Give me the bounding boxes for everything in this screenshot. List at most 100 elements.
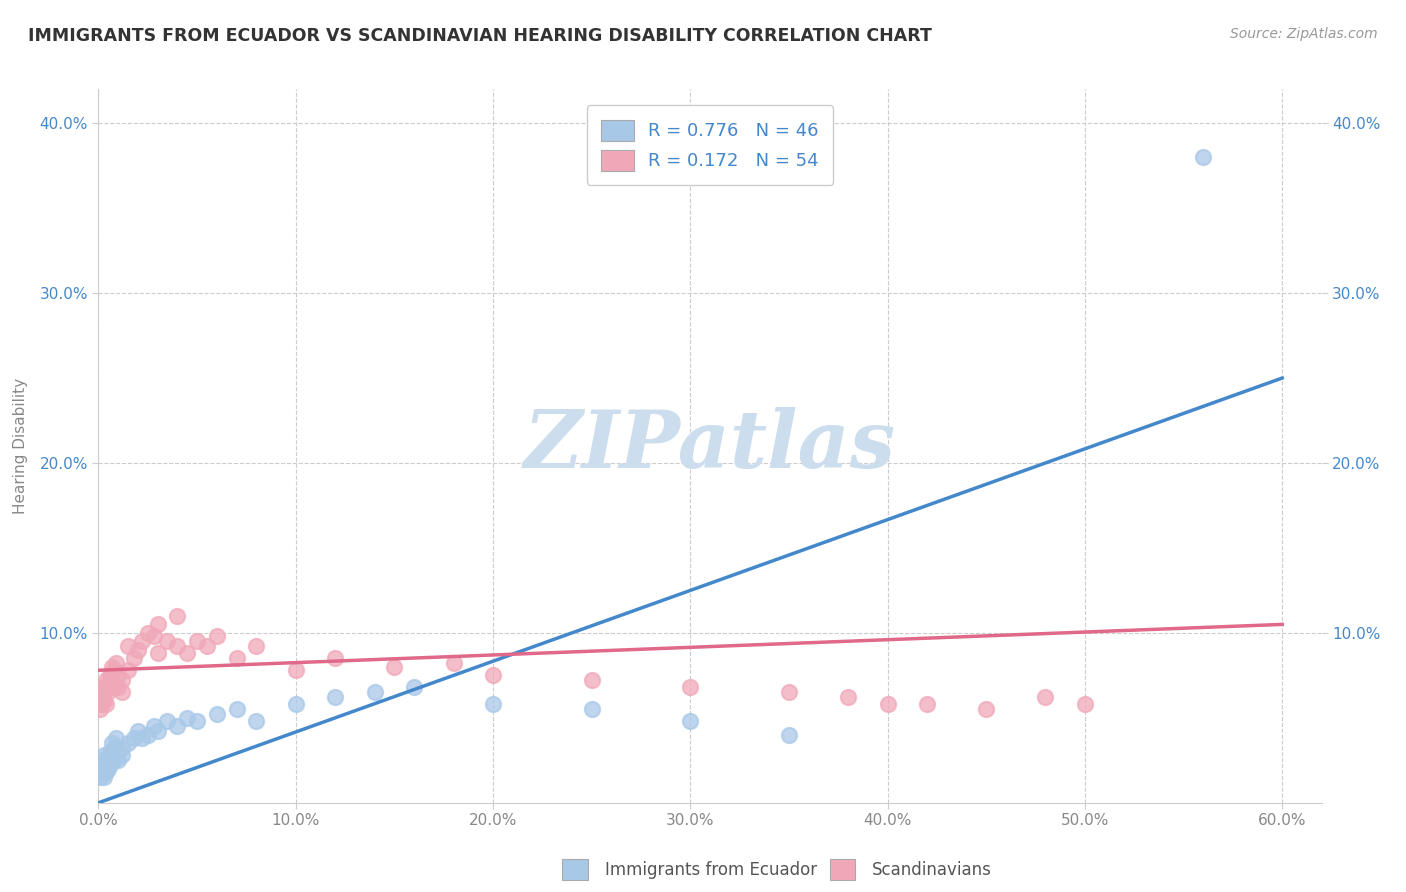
Point	[581, 702, 603, 716]
Point	[581, 673, 603, 688]
Point	[96, 758, 118, 772]
Point	[96, 698, 118, 712]
Point	[225, 651, 247, 665]
Point	[1074, 698, 1097, 712]
Point	[117, 736, 139, 750]
Point	[107, 753, 129, 767]
Point	[284, 663, 307, 677]
Point	[103, 753, 125, 767]
Point	[93, 748, 115, 763]
Point	[111, 741, 134, 756]
Point	[443, 657, 465, 671]
Point	[205, 629, 228, 643]
Point	[117, 663, 139, 677]
Point	[107, 745, 129, 759]
Point	[482, 668, 505, 682]
Point	[91, 765, 114, 780]
Point	[89, 770, 111, 784]
Y-axis label: Hearing Disability: Hearing Disability	[14, 378, 28, 514]
Point	[105, 657, 128, 671]
Point	[915, 698, 938, 712]
Point	[107, 668, 129, 682]
Point	[974, 702, 997, 716]
Point	[98, 668, 121, 682]
Point	[166, 640, 188, 654]
Point	[105, 731, 128, 746]
Point	[97, 762, 120, 776]
Point	[284, 698, 307, 712]
Point	[131, 731, 153, 746]
Point	[93, 770, 115, 784]
Point	[146, 724, 169, 739]
Point	[91, 698, 114, 712]
Point	[98, 745, 121, 759]
Point	[89, 702, 111, 716]
Point	[837, 690, 859, 705]
Point	[876, 698, 898, 712]
Point	[93, 685, 115, 699]
Point	[176, 646, 198, 660]
Point	[142, 629, 165, 643]
Point	[323, 651, 346, 665]
Point	[1035, 690, 1057, 705]
Point	[111, 685, 134, 699]
Point	[195, 640, 218, 654]
Point	[103, 741, 125, 756]
Point	[96, 765, 118, 780]
Point	[679, 680, 702, 694]
Point	[205, 707, 228, 722]
Point	[245, 640, 267, 654]
Point	[89, 698, 111, 712]
Point	[101, 673, 124, 688]
Point	[96, 673, 118, 688]
Point	[404, 680, 426, 694]
Point	[156, 634, 179, 648]
Point	[127, 724, 149, 739]
Point	[93, 680, 115, 694]
Point	[91, 690, 114, 705]
Point	[122, 731, 145, 746]
Point	[363, 685, 385, 699]
Legend: R = 0.776   N = 46, R = 0.172   N = 54: R = 0.776 N = 46, R = 0.172 N = 54	[586, 105, 834, 185]
Text: Scandinavians: Scandinavians	[872, 861, 991, 879]
Point	[101, 736, 124, 750]
Point	[122, 651, 145, 665]
Point	[89, 762, 111, 776]
Point	[101, 748, 124, 763]
Point	[146, 646, 169, 660]
Point	[156, 714, 179, 729]
Point	[136, 728, 159, 742]
Point	[93, 694, 115, 708]
Point	[127, 643, 149, 657]
Point	[1192, 150, 1215, 164]
Point	[186, 714, 208, 729]
Point	[97, 677, 120, 691]
Point	[98, 758, 121, 772]
Point	[245, 714, 267, 729]
Text: Source: ZipAtlas.com: Source: ZipAtlas.com	[1230, 27, 1378, 41]
Point	[111, 748, 134, 763]
Point	[131, 634, 153, 648]
Point	[98, 680, 121, 694]
Point	[679, 714, 702, 729]
Point	[107, 680, 129, 694]
Point	[103, 680, 125, 694]
Point	[101, 660, 124, 674]
Point	[91, 758, 114, 772]
Text: Immigrants from Ecuador: Immigrants from Ecuador	[605, 861, 817, 879]
Point	[93, 762, 115, 776]
Point	[91, 753, 114, 767]
Point	[111, 673, 134, 688]
Point	[97, 753, 120, 767]
Point	[323, 690, 346, 705]
Text: ZIPatlas: ZIPatlas	[524, 408, 896, 484]
Point	[136, 626, 159, 640]
Point	[186, 634, 208, 648]
Point	[382, 660, 405, 674]
Point	[142, 719, 165, 733]
Point	[146, 617, 169, 632]
Point	[778, 685, 800, 699]
Point	[97, 685, 120, 699]
Text: IMMIGRANTS FROM ECUADOR VS SCANDINAVIAN HEARING DISABILITY CORRELATION CHART: IMMIGRANTS FROM ECUADOR VS SCANDINAVIAN …	[28, 27, 932, 45]
Point	[117, 640, 139, 654]
